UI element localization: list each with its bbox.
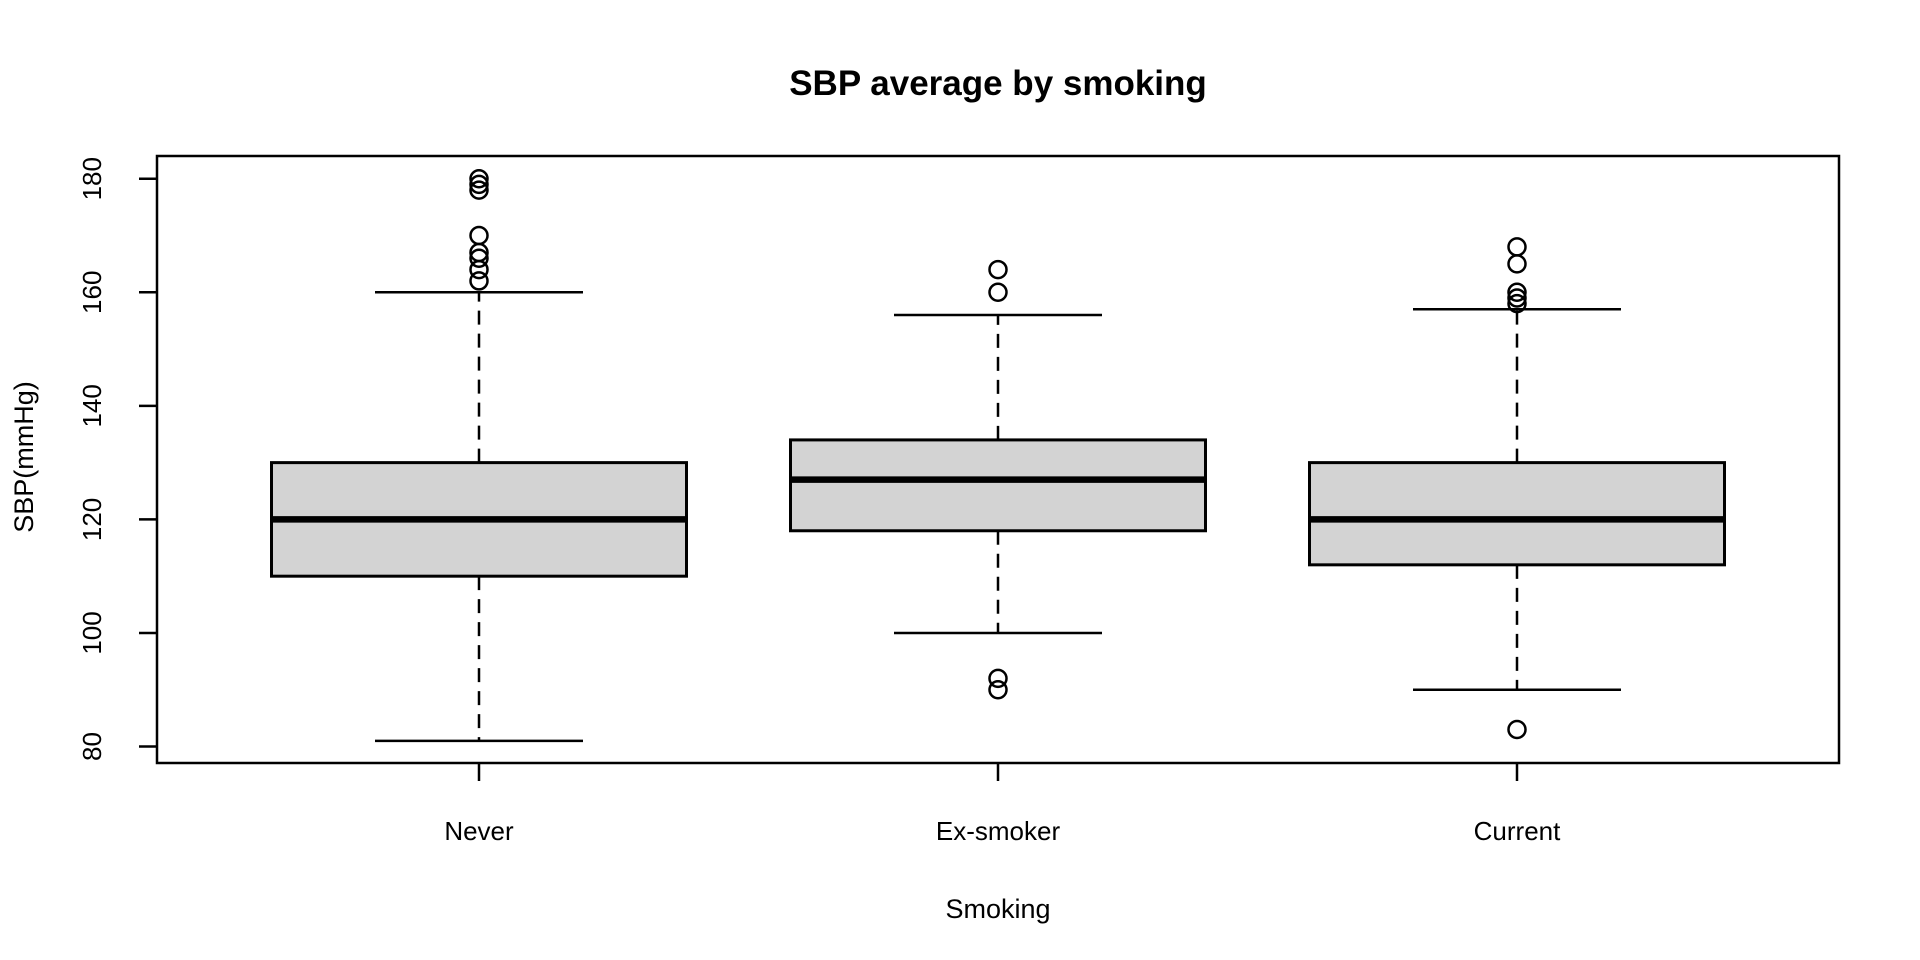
x-tick-label: Current — [1474, 816, 1561, 846]
outlier-point-ex-smoker — [988, 259, 1008, 280]
y-tick-label: 180 — [77, 157, 107, 200]
x-tick-label: Ex-smoker — [936, 816, 1061, 846]
outlier-point-never — [469, 271, 489, 291]
outlier-point-never — [469, 174, 489, 195]
outlier-point-current — [1507, 282, 1527, 303]
outlier-point-never — [469, 248, 489, 268]
outlier-point-ex-smoker — [988, 282, 1008, 303]
chart-title: SBP average by smoking — [789, 64, 1207, 103]
outlier-point-current — [1507, 237, 1527, 257]
outlier-point-never — [469, 225, 489, 246]
y-axis-title: SBP(mmHg) — [9, 381, 39, 533]
outlier-point-current — [1507, 288, 1527, 308]
y-tick-label: 80 — [77, 732, 107, 761]
y-tick-label: 140 — [77, 384, 107, 427]
iqr-box-current — [1308, 461, 1726, 567]
outlier-point-never — [469, 180, 489, 200]
x-axis-title: Smoking — [945, 894, 1050, 924]
outlier-point-ex-smoker — [988, 680, 1008, 700]
outlier-point-never — [469, 168, 489, 189]
x-tick-label: Never — [444, 816, 514, 846]
outlier-point-current — [1507, 719, 1527, 740]
y-tick-label: 100 — [77, 611, 107, 654]
plot-area: 80 100 120 140 160 180 Never Ex-smoker Current — [77, 154, 1841, 846]
y-tick-label: 120 — [77, 498, 107, 541]
outlier-point-ex-smoker — [988, 668, 1008, 689]
y-tick-label: 160 — [77, 271, 107, 314]
iqr-box-ex-smoker — [789, 438, 1207, 533]
outlier-point-current — [1507, 293, 1527, 314]
